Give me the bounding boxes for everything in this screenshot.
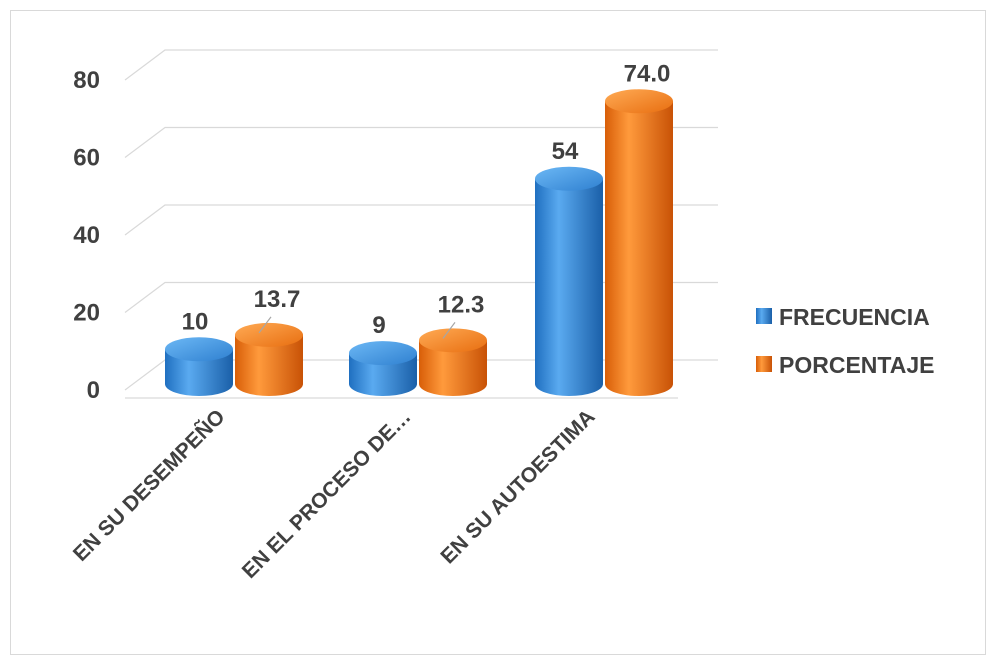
bar-porcentaje-2 bbox=[605, 101, 673, 396]
label-leader-line bbox=[258, 316, 272, 334]
data-labels: 10 13.7 9 12.3 54 74.0 bbox=[182, 60, 671, 339]
gridline bbox=[124, 204, 718, 236]
x-tick-label: EN SU AUTOESTIMA bbox=[436, 405, 599, 568]
bar-cap bbox=[349, 341, 417, 366]
y-tick-label: 20 bbox=[73, 300, 100, 327]
x-tick-label: EN SU DESEMPEÑO bbox=[69, 405, 230, 566]
legend-entry: FRECUENCIA bbox=[779, 304, 930, 330]
data-label: 74.0 bbox=[624, 60, 671, 87]
bar-frecuencia-1 bbox=[349, 353, 417, 396]
legend-swatch bbox=[756, 308, 772, 324]
chart-frame bbox=[10, 10, 986, 655]
gridlines bbox=[124, 49, 718, 399]
bar-cap bbox=[605, 89, 673, 114]
gridline bbox=[124, 281, 718, 313]
y-tick-label: 40 bbox=[73, 222, 100, 249]
bar-frecuencia-0 bbox=[165, 349, 233, 396]
bar-frecuencia-2 bbox=[535, 178, 603, 396]
gridline bbox=[124, 126, 718, 158]
y-tick-label: 80 bbox=[73, 67, 100, 94]
y-tick-label: 60 bbox=[73, 145, 100, 172]
legend: FRECUENCIA PORCENTAJE bbox=[756, 304, 935, 378]
data-label: 9 bbox=[372, 312, 385, 339]
label-leader-line bbox=[442, 321, 456, 339]
y-tick-label: 0 bbox=[87, 377, 100, 404]
bars bbox=[165, 89, 673, 396]
legend-swatch bbox=[756, 356, 772, 372]
bar-cap bbox=[535, 166, 603, 191]
bar-porcentaje-1 bbox=[419, 340, 487, 396]
data-label: 10 bbox=[182, 308, 209, 335]
bar-cap bbox=[419, 328, 487, 353]
bar-cap bbox=[235, 322, 303, 347]
x-tick-label: EN EL PROCESO DE… bbox=[238, 405, 416, 583]
legend-entry: PORCENTAJE bbox=[779, 352, 935, 378]
x-axis: EN SU DESEMPEÑO EN EL PROCESO DE… EN SU AU… bbox=[69, 405, 600, 583]
y-axis: 0 20 40 60 80 bbox=[73, 67, 100, 404]
data-label: 12.3 bbox=[438, 291, 485, 318]
gridline bbox=[124, 49, 718, 81]
bar-porcentaje-0 bbox=[235, 334, 303, 396]
bar-cap bbox=[165, 337, 233, 362]
data-label: 13.7 bbox=[254, 286, 301, 313]
data-label: 54 bbox=[552, 138, 579, 165]
